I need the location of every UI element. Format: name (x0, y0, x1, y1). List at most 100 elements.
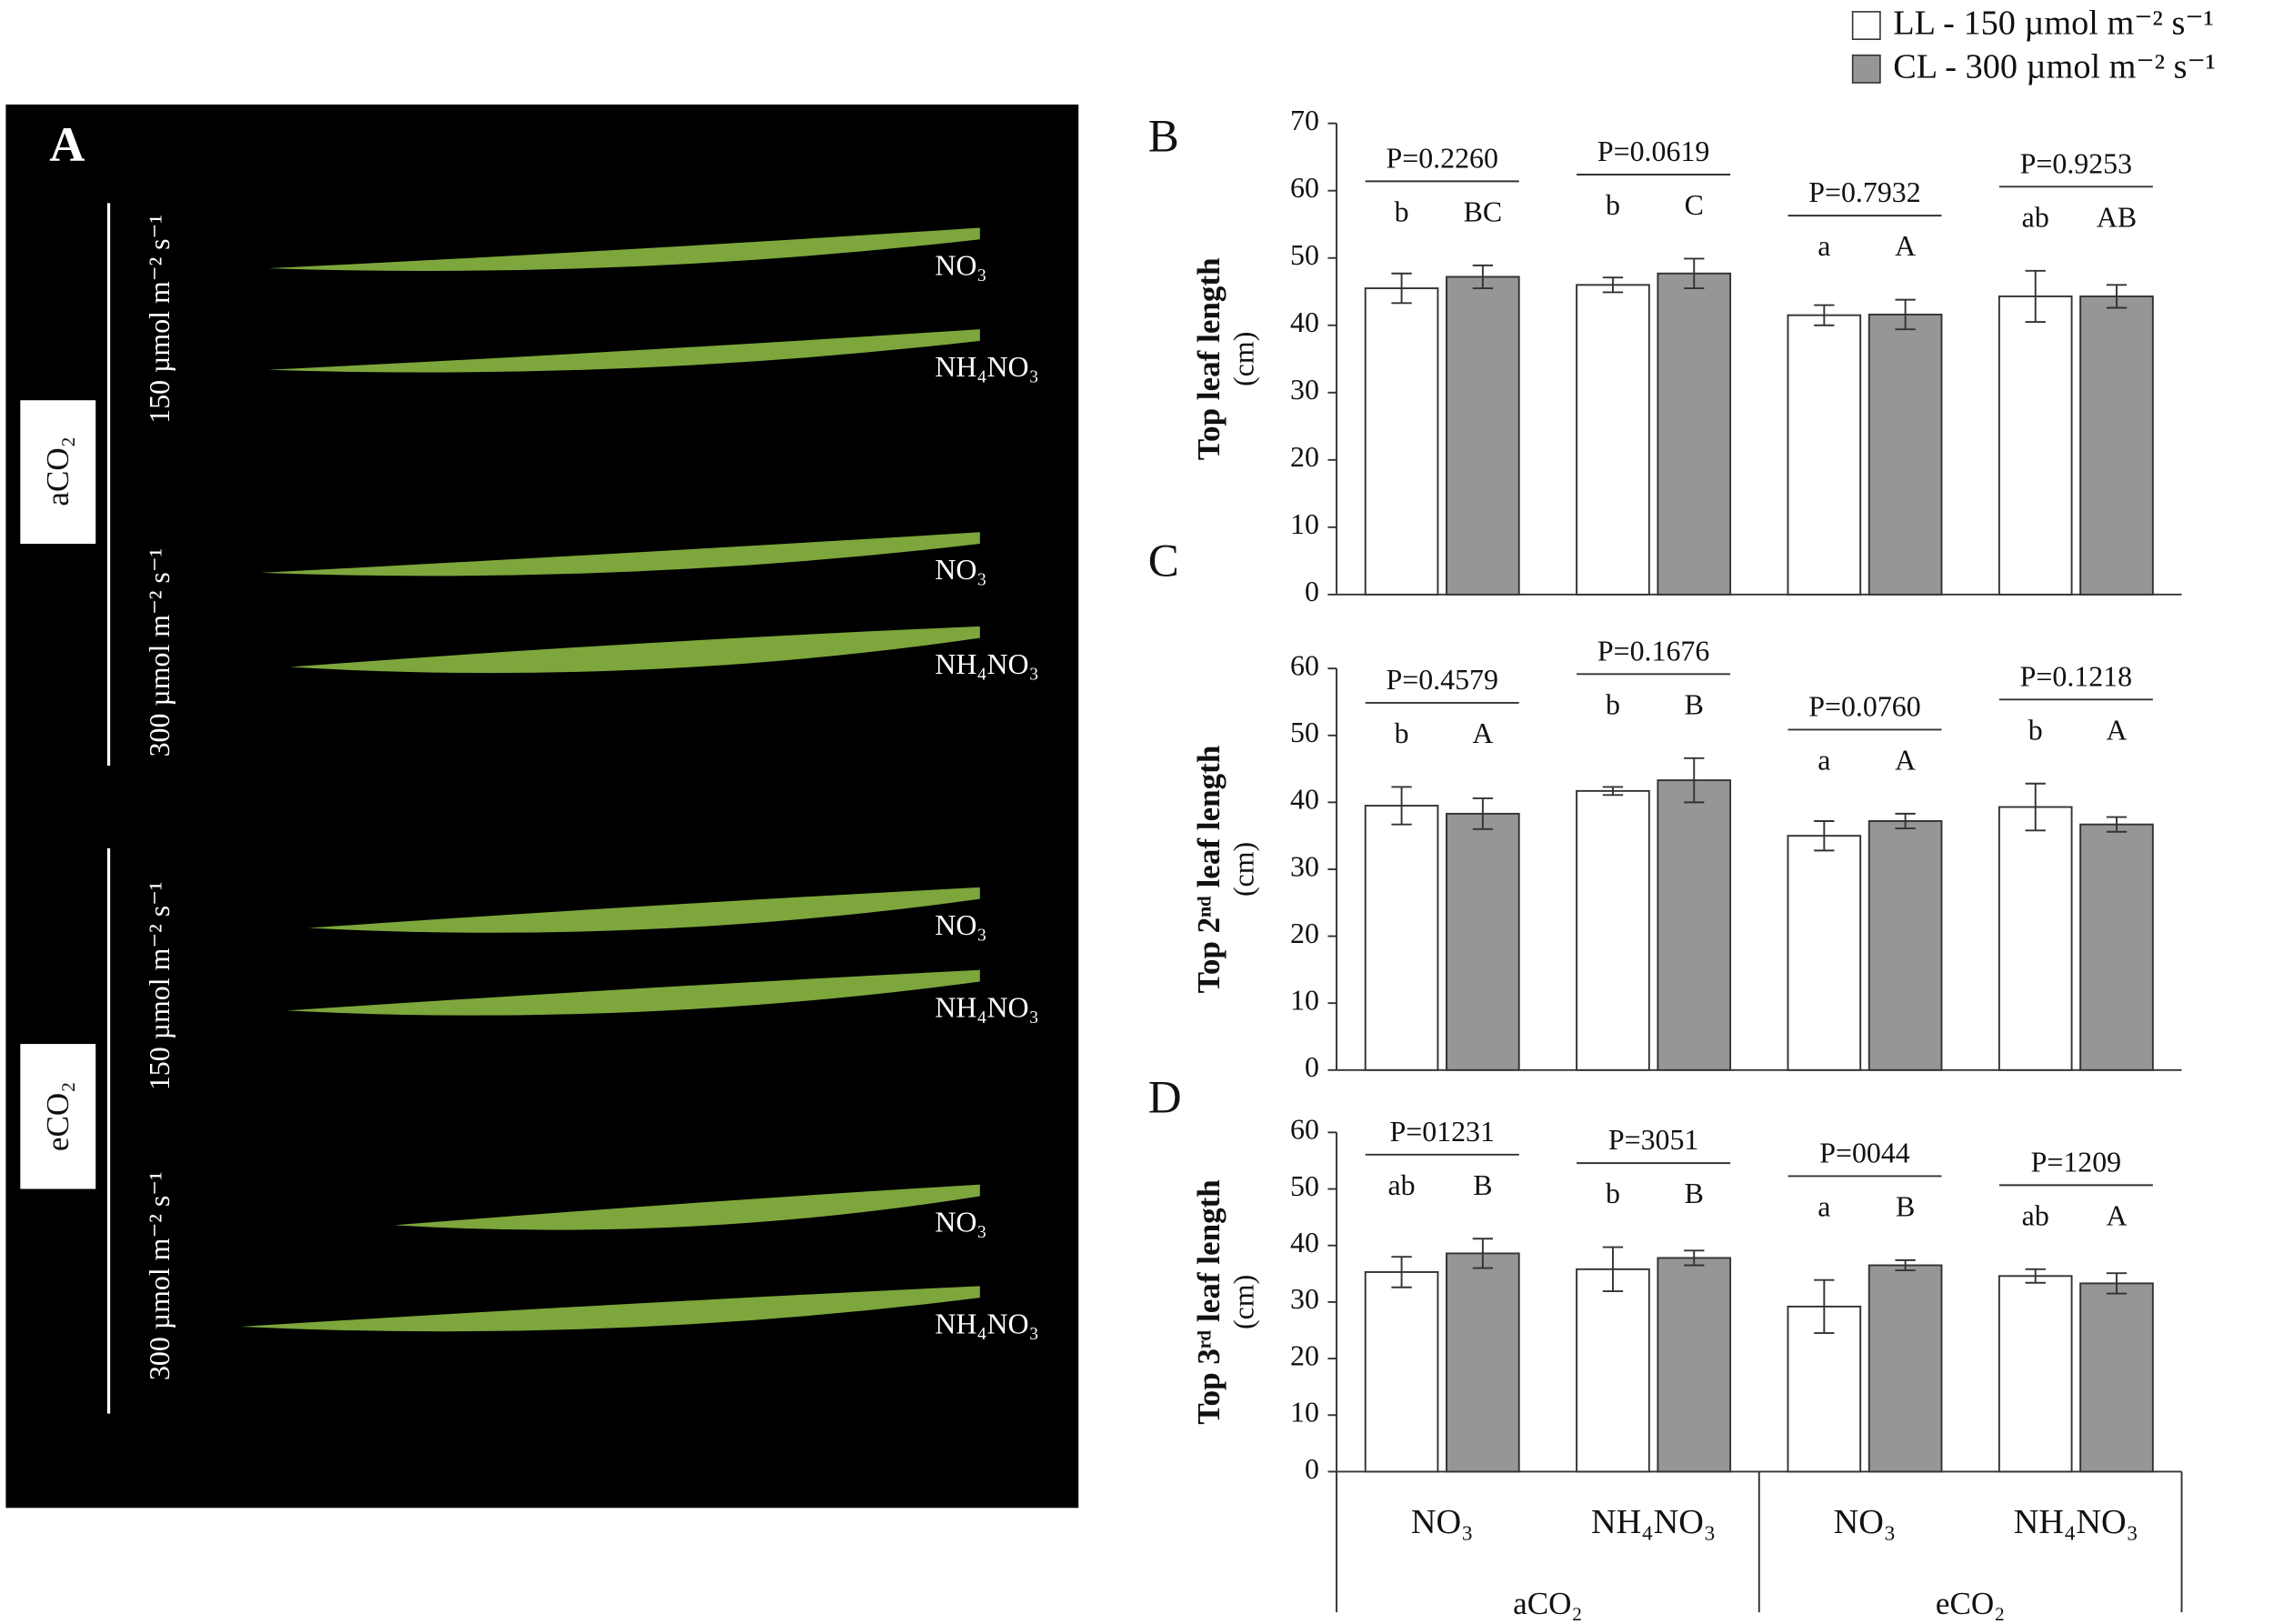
light-label: 300 µmol m⁻² s⁻¹ (144, 1171, 175, 1380)
y-tick-label: 40 (1290, 1227, 1319, 1258)
leaf (289, 626, 980, 674)
p-value: P=0.0760 (1808, 690, 1920, 722)
panel-label: A (49, 117, 85, 172)
leaf-label: NH₄NO₃ (935, 351, 1038, 383)
significance-letter: C (1685, 189, 1704, 221)
bar (1998, 1275, 2073, 1473)
panel-label: B (1148, 112, 1179, 163)
significance-letter: A (1472, 717, 1493, 749)
y-tick-label: 30 (1290, 1283, 1319, 1315)
y-tick-label: 70 (1290, 105, 1319, 136)
significance-letter: B (1685, 688, 1704, 720)
p-value: P=0.4579 (1387, 664, 1498, 696)
leaf (240, 1286, 980, 1332)
y-tick-label: 50 (1290, 1170, 1319, 1202)
y-axis-unit: (cm) (1227, 842, 1259, 897)
bar (1364, 1270, 1439, 1473)
leaf (267, 329, 980, 373)
bar (1867, 1264, 1943, 1473)
y-tick-label: 40 (1290, 306, 1319, 338)
p-value: P=0.1676 (1597, 635, 1709, 667)
bar (1787, 835, 1862, 1071)
panel-label: C (1148, 536, 1179, 587)
group-label: aCO₂ (1513, 1586, 1583, 1621)
y-tick-label: 0 (1305, 1051, 1319, 1083)
significance-letter: ab (2022, 1199, 2049, 1231)
light-label: 300 µmol m⁻² s⁻¹ (144, 548, 175, 757)
significance-letter: A (1895, 744, 1916, 776)
leaf (394, 1184, 980, 1230)
leaf-label: NO₃ (935, 249, 986, 281)
p-value: P=0.9253 (2020, 147, 2132, 179)
y-axis-unit: (cm) (1227, 332, 1259, 386)
significance-letter: ab (1388, 1169, 1416, 1201)
bar (1657, 779, 1732, 1071)
p-value: P=0.1218 (2020, 660, 2132, 692)
bar (1787, 314, 1862, 596)
y-axis-title: Top 3ʳᵈ leaf length (1191, 1179, 1227, 1424)
leaf-label: NO₃ (935, 554, 986, 586)
y-tick-label: 30 (1290, 850, 1319, 882)
group-label: eCO₂ (40, 1082, 75, 1152)
bar (1364, 805, 1439, 1071)
y-tick-label: 30 (1290, 374, 1319, 406)
bar (1867, 820, 1943, 1071)
p-value: P=0.0619 (1597, 135, 1709, 167)
panel-label: D (1148, 1073, 1182, 1124)
leaf (286, 969, 980, 1016)
leaf (260, 532, 980, 576)
bar (1998, 806, 2073, 1071)
significance-letter: A (2106, 1199, 2127, 1231)
significance-letter: b (1395, 717, 1409, 749)
bar (1576, 1268, 1650, 1473)
significance-letter: a (1817, 1190, 1830, 1222)
y-tick-label: 50 (1290, 717, 1319, 748)
y-tick-label: 10 (1290, 1397, 1319, 1429)
x-tick-label: NO₃ (1834, 1503, 1897, 1541)
y-tick-label: 60 (1290, 649, 1319, 681)
bar (1657, 1257, 1732, 1473)
p-value: P=1209 (2031, 1146, 2121, 1178)
y-axis-title: Top 2ⁿᵈ leaf length (1191, 746, 1227, 994)
significance-letter: b (2028, 714, 2043, 746)
bar (1576, 284, 1650, 596)
bar (2079, 823, 2154, 1071)
y-tick-label: 60 (1290, 1114, 1319, 1146)
p-value: P=0.2260 (1387, 142, 1498, 174)
y-tick-label: 20 (1290, 1339, 1319, 1371)
x-tick-label: NH₄NO₃ (2014, 1503, 2138, 1541)
p-value: P=0044 (1819, 1137, 1910, 1168)
y-tick-label: 60 (1290, 172, 1319, 204)
legend-label: CL - 300 µmol m⁻² s⁻¹ (1893, 47, 2216, 85)
leaf-label: NO₃ (935, 909, 986, 941)
y-axis-unit: (cm) (1227, 1275, 1259, 1329)
significance-letter: A (2106, 714, 2127, 746)
y-tick-label: 50 (1290, 239, 1319, 271)
bar (1446, 812, 1520, 1071)
bar (2079, 1282, 2154, 1473)
x-tick-label: NH₄NO₃ (1591, 1503, 1716, 1541)
significance-letter: AB (2097, 201, 2137, 233)
significance-letter: A (1895, 230, 1916, 262)
y-tick-label: 10 (1290, 985, 1319, 1017)
bar (1446, 276, 1520, 596)
bar (1576, 789, 1650, 1071)
leaf (308, 887, 980, 933)
significance-letter: b (1606, 1178, 1620, 1209)
significance-letter: b (1395, 195, 1409, 227)
significance-letter: ab (2022, 201, 2049, 233)
y-axis-title: Top leaf length (1191, 257, 1227, 460)
bar (1867, 313, 1943, 596)
legend-label: LL - 150 µmol m⁻² s⁻¹ (1893, 5, 2214, 43)
y-tick-label: 20 (1290, 441, 1319, 473)
legend-swatch (1851, 11, 1881, 40)
y-tick-label: 20 (1290, 917, 1319, 949)
y-tick-label: 10 (1290, 508, 1319, 540)
legend-swatch (1851, 54, 1881, 84)
y-tick-label: 40 (1290, 784, 1319, 816)
bar (1998, 295, 2073, 596)
y-tick-label: 0 (1305, 576, 1319, 607)
bar (2079, 295, 2154, 596)
p-value: P=3051 (1608, 1124, 1698, 1156)
